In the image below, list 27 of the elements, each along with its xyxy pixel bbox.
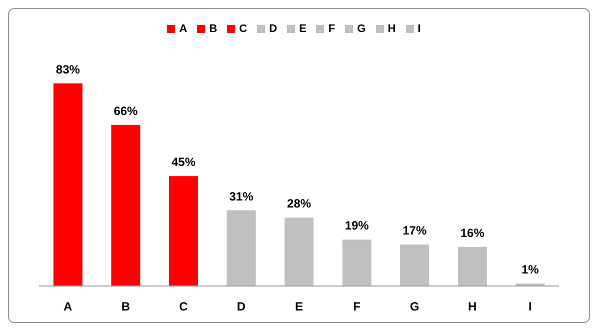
legend-label: G — [357, 23, 366, 35]
x-tick-label: E — [294, 300, 304, 314]
data-label: 28% — [287, 196, 312, 211]
legend-label: E — [299, 23, 306, 35]
x-tick-label: I — [528, 300, 532, 314]
x-tick-label: D — [236, 300, 246, 314]
x-tick-label: G — [410, 300, 420, 314]
data-label: 66% — [114, 104, 138, 118]
x-tick-label: H — [468, 300, 477, 314]
data-label: 83% — [56, 62, 80, 76]
legend-label: C — [239, 23, 248, 35]
x-tick-label: F — [353, 300, 360, 314]
data-label: 19% — [344, 218, 370, 233]
x-tick-label: C — [179, 300, 188, 314]
data-label: 1% — [521, 262, 540, 277]
legend-label: I — [418, 23, 421, 35]
x-tick-label: B — [121, 300, 130, 314]
data-label: 45% — [171, 155, 196, 170]
legend-label: F — [328, 23, 336, 35]
legend-label: H — [388, 23, 396, 35]
data-label: 17% — [402, 223, 427, 238]
legend-label: B — [209, 23, 218, 35]
data-label: 16% — [460, 226, 485, 240]
data-label: 31% — [229, 189, 254, 204]
legend-label: D — [269, 23, 278, 35]
legend-label: A — [179, 23, 188, 35]
x-tick-label: A — [64, 300, 73, 314]
